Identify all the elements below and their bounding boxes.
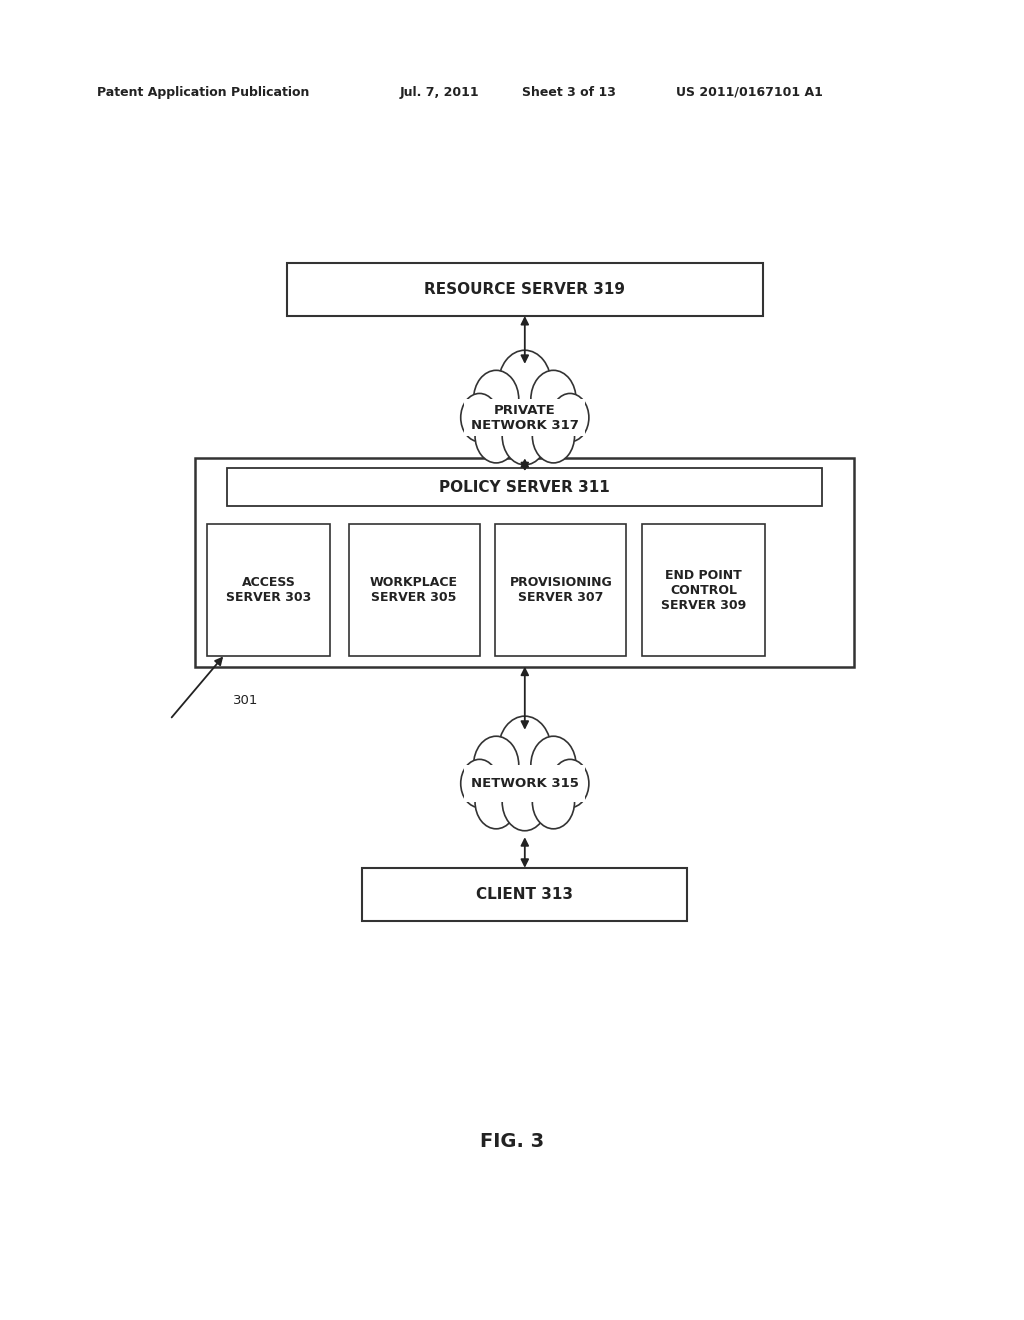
Text: US 2011/0167101 A1: US 2011/0167101 A1	[676, 86, 822, 99]
Text: PROVISIONING
SERVER 307: PROVISIONING SERVER 307	[510, 577, 612, 605]
Circle shape	[551, 759, 589, 808]
Circle shape	[502, 772, 548, 830]
Circle shape	[530, 371, 577, 428]
Text: FIG. 3: FIG. 3	[480, 1133, 544, 1151]
FancyBboxPatch shape	[465, 399, 585, 436]
Circle shape	[530, 737, 577, 795]
FancyBboxPatch shape	[348, 524, 479, 656]
Text: ACCESS
SERVER 303: ACCESS SERVER 303	[226, 577, 311, 605]
FancyBboxPatch shape	[227, 469, 822, 506]
FancyBboxPatch shape	[287, 263, 763, 315]
Circle shape	[502, 407, 548, 465]
Text: RESOURCE SERVER 319: RESOURCE SERVER 319	[424, 282, 626, 297]
Text: WORKPLACE
SERVER 305: WORKPLACE SERVER 305	[370, 577, 458, 605]
Circle shape	[475, 409, 517, 463]
Circle shape	[551, 393, 589, 442]
Circle shape	[499, 350, 551, 418]
FancyBboxPatch shape	[642, 524, 765, 656]
Text: POLICY SERVER 311: POLICY SERVER 311	[439, 479, 610, 495]
Text: CLIENT 313: CLIENT 313	[476, 887, 573, 902]
Circle shape	[473, 737, 519, 795]
Text: Patent Application Publication: Patent Application Publication	[97, 86, 309, 99]
Text: NETWORK 315: NETWORK 315	[471, 777, 579, 789]
FancyBboxPatch shape	[362, 867, 687, 921]
Text: 301: 301	[232, 693, 258, 706]
FancyBboxPatch shape	[496, 524, 627, 656]
Circle shape	[532, 409, 574, 463]
Text: Sheet 3 of 13: Sheet 3 of 13	[522, 86, 616, 99]
Circle shape	[461, 759, 499, 808]
FancyBboxPatch shape	[465, 766, 585, 801]
Text: Jul. 7, 2011: Jul. 7, 2011	[399, 86, 479, 99]
Circle shape	[461, 393, 499, 442]
Circle shape	[532, 775, 574, 829]
FancyBboxPatch shape	[196, 458, 854, 667]
FancyBboxPatch shape	[207, 524, 331, 656]
Text: PRIVATE
NETWORK 317: PRIVATE NETWORK 317	[471, 404, 579, 432]
Circle shape	[475, 775, 517, 829]
Text: END POINT
CONTROL
SERVER 309: END POINT CONTROL SERVER 309	[662, 569, 746, 612]
Circle shape	[499, 717, 551, 784]
Circle shape	[473, 371, 519, 428]
